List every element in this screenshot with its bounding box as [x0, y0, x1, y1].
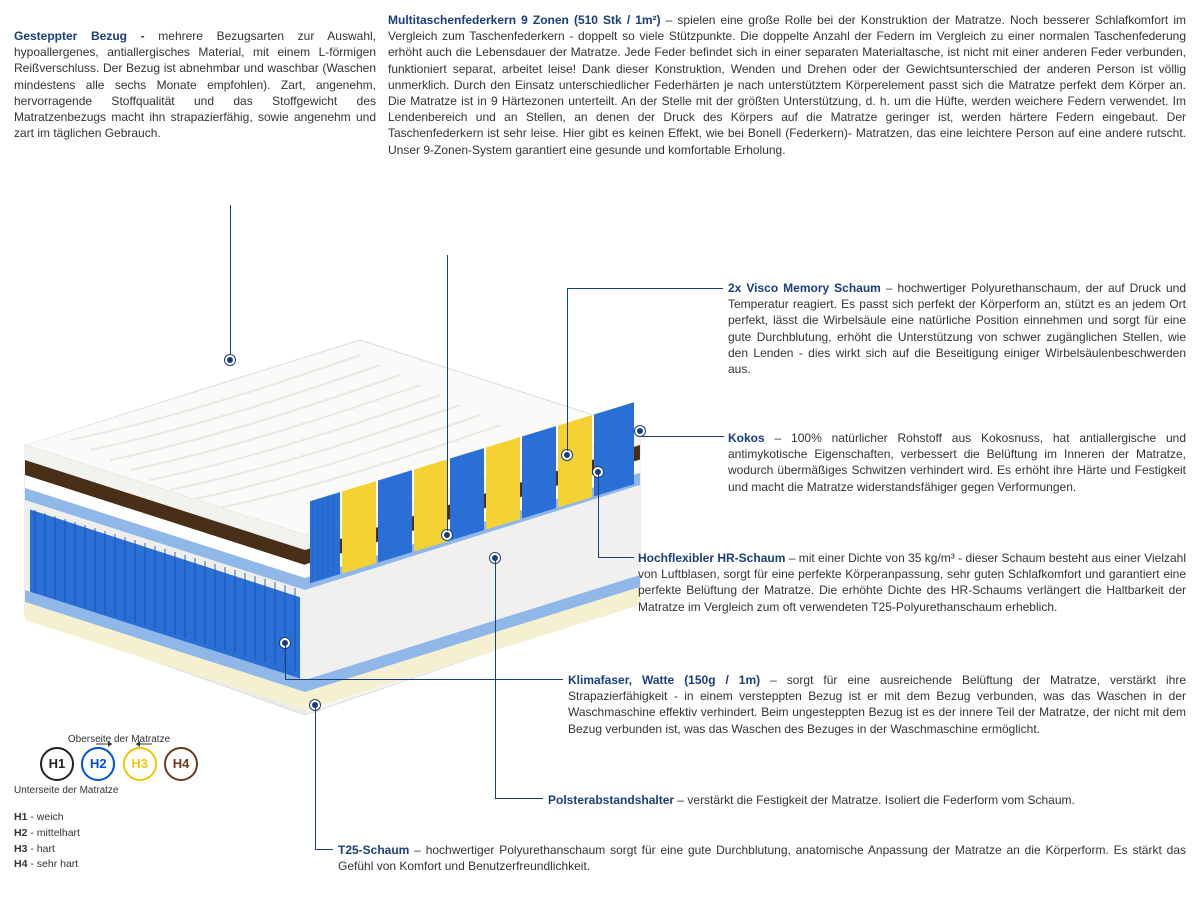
line-klima-h: [285, 679, 563, 680]
block-polster: Polsterabstandshalter – verstärkt die Fe…: [548, 792, 1186, 808]
line-polster-v: [495, 558, 496, 799]
line-visco-v: [567, 288, 568, 451]
mattress-diagram: [10, 245, 650, 715]
legend-arrows-icon: [24, 741, 204, 791]
line-bezug: [230, 205, 231, 355]
polster-text: – verstärkt die Festigkeit der Matratze.…: [674, 793, 1075, 807]
line-multi: [447, 255, 448, 531]
line-t25-v: [315, 705, 316, 850]
block-visco: 2x Visco Memory Schaum – hochwertiger Po…: [728, 280, 1186, 377]
block-t25: T25-Schaum – hochwertiger Polyurethansch…: [338, 842, 1186, 874]
block-hr: Hochflexibler HR-Schaum – mit einer Dich…: [638, 550, 1186, 615]
legend-row-2: H3 - hart: [14, 842, 224, 858]
legend-row-3: H4 - sehr hart: [14, 857, 224, 873]
line-t25-h: [315, 849, 333, 850]
legend: Oberseite der Matratze H1 H2 H3 H4 Unter…: [14, 734, 224, 873]
block-multi: Multitaschenfederkern 9 Zonen (510 Stk /…: [388, 12, 1186, 158]
block-kokos: Kokos – 100% natürlicher Rohstoff aus Ko…: [728, 430, 1186, 495]
line-hr-h: [598, 557, 634, 558]
marker-kokos: [635, 426, 645, 436]
multi-title: Multitaschenfederkern 9 Zonen (510 Stk /…: [388, 13, 661, 27]
legend-row-1: H2 - mittelhart: [14, 826, 224, 842]
polster-title: Polsterabstandshalter: [548, 793, 674, 807]
line-hr-v: [598, 472, 599, 558]
klima-title: Klimafaser, Watte (150g / 1m): [568, 673, 760, 687]
kokos-text: – 100% natürlicher Rohstoff aus Kokosnus…: [728, 431, 1186, 494]
marker-bezug: [225, 355, 235, 365]
line-polster-h: [495, 798, 543, 799]
bezug-title: Gesteppter Bezug -: [14, 29, 158, 43]
t25-text: – hochwertiger Polyurethanschaum sorgt f…: [338, 843, 1186, 873]
t25-title: T25-Schaum: [338, 843, 409, 857]
bezug-text: mehrere Bezugsarten zur Auswahl, hypoall…: [14, 29, 376, 140]
block-klima: Klimafaser, Watte (150g / 1m) – sorgt fü…: [568, 672, 1186, 737]
line-klima-v: [285, 643, 286, 680]
multi-text: – spielen eine große Rolle bei der Konst…: [388, 13, 1186, 157]
legend-row-0: H1 - weich: [14, 810, 224, 826]
marker-multi: [442, 530, 452, 540]
line-kokos: [640, 436, 724, 437]
visco-text: – hochwertiger Polyurethanschaum, der au…: [728, 281, 1186, 376]
block-bezug: Gesteppter Bezug - mehrere Bezugsarten z…: [14, 28, 376, 141]
marker-visco: [562, 450, 572, 460]
visco-title: 2x Visco Memory Schaum: [728, 281, 881, 295]
line-visco-h: [567, 288, 723, 289]
kokos-title: Kokos: [728, 431, 765, 445]
hr-title: Hochflexibler HR-Schaum: [638, 551, 785, 565]
